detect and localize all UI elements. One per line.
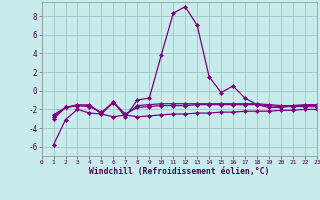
X-axis label: Windchill (Refroidissement éolien,°C): Windchill (Refroidissement éolien,°C) — [89, 167, 269, 176]
